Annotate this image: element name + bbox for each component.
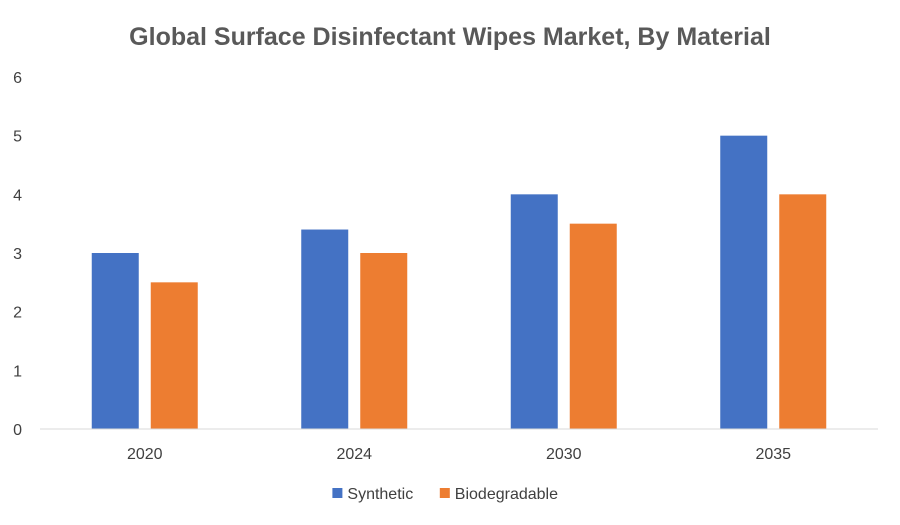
bar-biodegradable-2020 xyxy=(150,282,198,429)
legend-swatch-synthetic xyxy=(332,488,343,498)
chart-title: Global Surface Disinfectant Wipes Market… xyxy=(129,23,771,51)
legend-swatch-biodegradable xyxy=(439,488,450,498)
bar-synthetic-2035 xyxy=(720,135,768,429)
x-tick-label: 2024 xyxy=(336,446,372,463)
y-tick-label: 0 xyxy=(13,422,22,439)
y-tick-label: 5 xyxy=(13,129,22,146)
legend-label-biodegradable: Biodegradable xyxy=(455,486,558,503)
y-tick-label: 6 xyxy=(13,70,22,87)
x-tick-label: 2020 xyxy=(127,446,163,463)
y-axis-ticks: 0 1 2 3 4 5 6 xyxy=(13,70,22,439)
y-tick-label: 4 xyxy=(13,187,22,204)
legend-label-synthetic: Synthetic xyxy=(347,486,413,503)
y-tick-label: 3 xyxy=(13,246,22,263)
bar-biodegradable-2035 xyxy=(779,194,827,429)
bar-biodegradable-2030 xyxy=(569,223,617,429)
bar-synthetic-2024 xyxy=(301,229,349,429)
bar-synthetic-2030 xyxy=(510,194,558,429)
x-tick-label: 2035 xyxy=(755,446,791,463)
y-tick-label: 1 xyxy=(13,363,22,380)
x-tick-label: 2030 xyxy=(546,446,582,463)
legend: Synthetic Biodegradable xyxy=(332,486,558,503)
x-axis-ticks: 2020 2024 2030 2035 xyxy=(127,446,791,463)
bars xyxy=(91,135,827,429)
bar-biodegradable-2024 xyxy=(360,253,408,429)
y-tick-label: 2 xyxy=(13,305,22,322)
bar-synthetic-2020 xyxy=(91,253,139,429)
